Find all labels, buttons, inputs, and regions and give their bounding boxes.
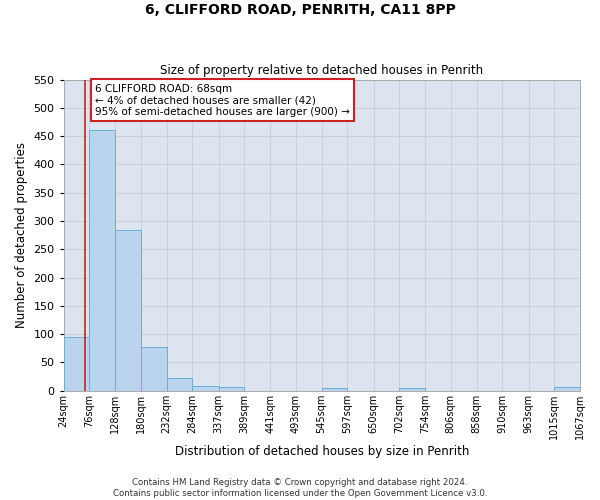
Bar xyxy=(322,388,347,391)
X-axis label: Distribution of detached houses by size in Penrith: Distribution of detached houses by size … xyxy=(175,444,469,458)
Bar xyxy=(141,347,167,391)
Bar xyxy=(554,388,580,391)
Text: 6 CLIFFORD ROAD: 68sqm
← 4% of detached houses are smaller (42)
95% of semi-deta: 6 CLIFFORD ROAD: 68sqm ← 4% of detached … xyxy=(95,84,350,116)
Text: 6, CLIFFORD ROAD, PENRITH, CA11 8PP: 6, CLIFFORD ROAD, PENRITH, CA11 8PP xyxy=(145,2,455,16)
Bar xyxy=(218,388,244,391)
Text: Contains HM Land Registry data © Crown copyright and database right 2024.
Contai: Contains HM Land Registry data © Crown c… xyxy=(113,478,487,498)
Bar xyxy=(400,388,425,391)
Title: Size of property relative to detached houses in Penrith: Size of property relative to detached ho… xyxy=(160,64,484,77)
Bar xyxy=(64,337,89,391)
Bar xyxy=(167,378,193,391)
Bar xyxy=(193,386,218,391)
Y-axis label: Number of detached properties: Number of detached properties xyxy=(15,142,28,328)
Bar xyxy=(89,130,115,391)
Bar xyxy=(115,230,141,391)
